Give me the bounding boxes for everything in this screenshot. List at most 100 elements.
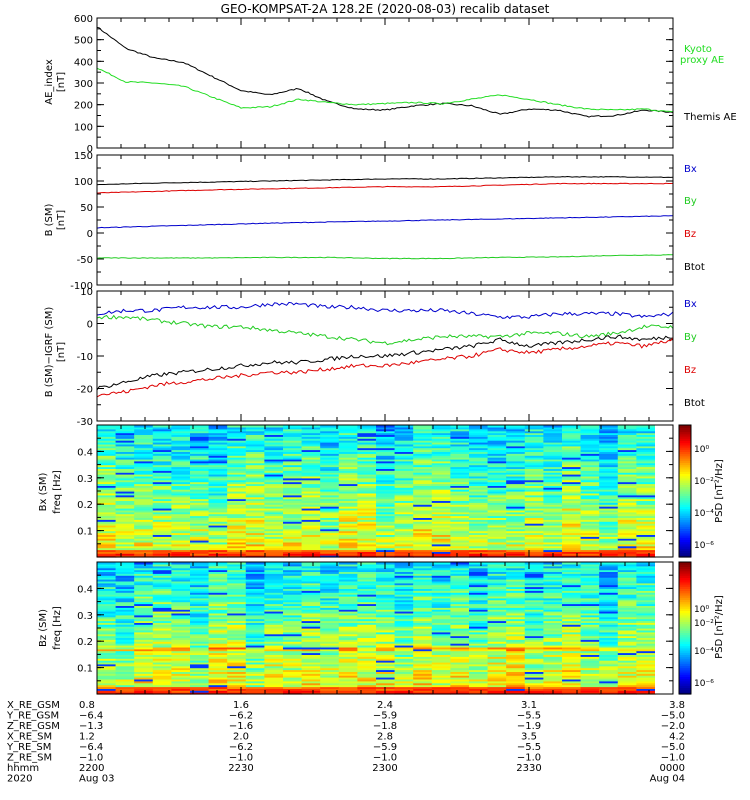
spectrogram-cell — [376, 628, 396, 631]
spectrogram-cell — [543, 645, 563, 648]
spectrogram-cell — [97, 618, 117, 622]
spectrogram-cell — [301, 502, 321, 505]
spectrogram-cell — [245, 562, 265, 565]
spectrogram-cell — [245, 648, 265, 652]
spectrogram-cell — [506, 682, 526, 686]
spectrogram-cell — [115, 483, 135, 486]
spectrogram-cell — [227, 492, 247, 496]
spectrogram-cell — [208, 594, 228, 597]
spectrogram-cell — [469, 430, 489, 434]
spectrogram-cell — [264, 690, 284, 693]
spectrogram-cell — [115, 481, 135, 485]
spectrogram-cell — [338, 639, 358, 642]
spectrogram-cell — [357, 551, 377, 554]
spectrogram-cell — [413, 506, 433, 509]
spectrogram-cell — [469, 443, 489, 447]
y-tick-label: -10 — [77, 352, 93, 363]
spectrogram-cell — [506, 618, 526, 622]
spectrogram-cell — [543, 485, 563, 488]
spectrogram-cell — [450, 656, 470, 659]
spectrogram-cell — [264, 618, 284, 622]
spectrogram-cell — [227, 466, 247, 469]
spectrogram-cell — [394, 489, 414, 492]
spectrogram-cell — [394, 597, 414, 601]
spectrogram-cell — [562, 508, 582, 511]
spectrogram-cell — [599, 682, 619, 686]
spectrogram-cell — [394, 494, 414, 498]
spectrogram-cell — [338, 530, 358, 534]
spectrogram-cell — [543, 677, 563, 680]
colorbar-swatch — [679, 493, 691, 496]
spectrogram-cell — [134, 496, 154, 500]
spectrogram-cell — [171, 677, 191, 680]
spectrogram-cell — [97, 620, 117, 623]
spectrogram-cell — [376, 545, 396, 549]
spectrogram-cell — [469, 562, 489, 565]
spectrogram-cell — [134, 633, 154, 637]
spectrogram-cell — [562, 430, 582, 434]
spectrogram-cell — [190, 455, 210, 458]
spectrogram-cell — [487, 654, 507, 657]
spectrogram-cell — [97, 580, 117, 584]
spectrogram-cell — [599, 440, 619, 443]
spectrogram-cell — [115, 584, 135, 588]
spectrogram-cell — [487, 532, 507, 535]
spectrogram-cell — [487, 618, 507, 622]
spectrogram-cell — [394, 622, 414, 625]
spectrogram-cell — [320, 474, 340, 477]
spectrogram-cell — [283, 532, 303, 535]
x-axis-row-value: −1.6 — [229, 721, 253, 732]
spectrogram-cell — [580, 489, 600, 492]
spectrogram-cell — [562, 504, 582, 507]
spectrogram-cell — [431, 639, 451, 642]
spectrogram-cell — [301, 597, 321, 601]
spectrogram-cell — [264, 492, 284, 496]
spectrogram-cell — [171, 547, 191, 551]
spectrogram-cell — [543, 538, 563, 541]
spectrogram-cell — [394, 607, 414, 610]
spectrogram-cell — [562, 594, 582, 597]
spectrogram-cell — [543, 451, 563, 454]
spectrogram-cell — [227, 563, 247, 567]
spectrogram-cell — [431, 491, 451, 494]
spectrogram-cell — [264, 663, 284, 667]
spectrogram-cell — [543, 506, 563, 509]
spectrogram-cell — [338, 504, 358, 507]
spectrogram-cell — [617, 541, 637, 545]
spectrogram-cell — [617, 586, 637, 589]
spectrogram-cell — [394, 509, 414, 513]
spectrogram-cell — [283, 565, 303, 569]
spectrogram-cell — [301, 540, 321, 543]
y-tick-label: 600 — [74, 14, 93, 25]
x-axis-row-name: 2020 — [7, 774, 32, 785]
spectrogram-cell — [562, 641, 582, 644]
spectrogram-cell — [190, 506, 210, 509]
spectrogram-cell — [506, 468, 526, 471]
spectrogram-cell — [450, 474, 470, 477]
spectrogram-cell — [506, 519, 526, 522]
spectrogram-cell — [562, 447, 582, 451]
spectrogram-cell — [115, 540, 135, 543]
spectrogram-cell — [599, 579, 619, 582]
spectrogram-cell — [394, 629, 414, 633]
spectrogram-cell — [357, 575, 377, 578]
spectrogram-cell — [320, 686, 340, 689]
spectrogram-cell — [171, 563, 191, 567]
spectrogram-cell — [320, 562, 340, 565]
spectrogram-cell — [301, 682, 321, 686]
spectrogram-cell — [562, 519, 582, 522]
spectrogram-cell — [338, 684, 358, 688]
spectrogram-cell — [469, 425, 489, 428]
spectrogram-cell — [487, 541, 507, 545]
spectrogram-cell — [171, 447, 191, 451]
spectrogram-cell — [115, 686, 135, 689]
spectrogram-cell — [599, 635, 619, 638]
spectrogram-cell — [338, 521, 358, 524]
spectrogram-cell — [301, 690, 321, 693]
spectrogram-cell — [617, 569, 637, 572]
spectrogram-cell — [580, 614, 600, 618]
spectrogram-cell — [599, 430, 619, 434]
spectrogram-cell — [134, 660, 154, 663]
spectrogram-cell — [636, 517, 656, 520]
spectrogram-cell — [264, 479, 284, 483]
